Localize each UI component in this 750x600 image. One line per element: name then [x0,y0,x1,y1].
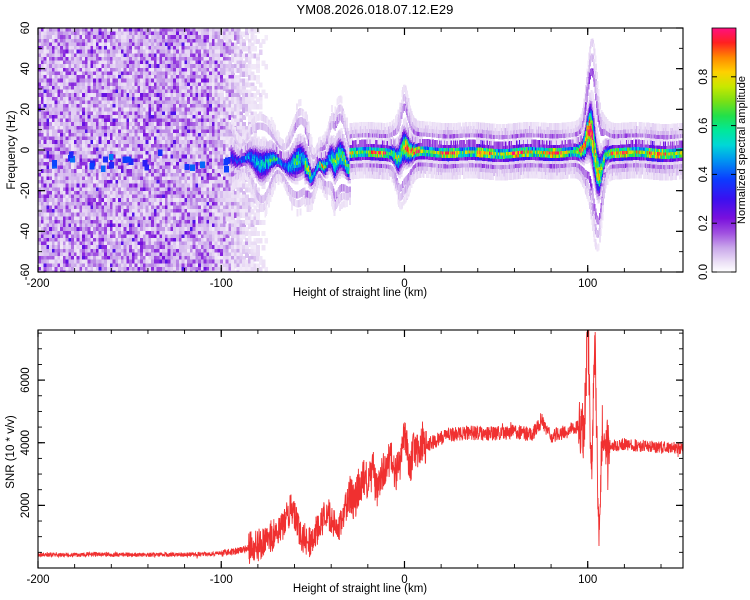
y-tick-label: 60 [20,22,32,35]
colorbar-label: Normalized spectral amplitude [736,76,748,224]
x-tick-label: 0 [401,574,407,586]
x-tick-label: -100 [210,574,233,586]
colorbar-tick-label: 0.2 [698,215,710,231]
x-tick-label: -200 [26,574,49,586]
colorbar-tick-labels: 0.0 0.2 0.4 0.6 0.8 [698,69,710,280]
y-tick-label: -40 [20,223,32,240]
x-tick-label: -100 [210,278,233,290]
snr-x-axis-label: Height of straight line (km) [293,583,427,595]
y-tick-label: -60 [20,264,32,281]
colorbar-tick-label: 0.0 [698,264,710,280]
colorbar-ticks [712,76,736,273]
snr-trace [38,330,683,564]
snr-y-axis-label: SNR (10 * v/v) [5,415,17,489]
x-tick-label: 100 [578,574,597,586]
colorbar: 0.0 0.2 0.4 0.6 0.8 Normalized spectral ampl… [698,27,748,280]
colorbar-tick-label: 0.4 [698,166,710,183]
y-tick-label: 0 [20,147,32,153]
x-tick-label: -200 [26,278,49,290]
colorbar-tick-label: 0.6 [698,118,710,134]
y-tick-label: 2000 [20,493,32,519]
y-tick-label: 6000 [20,367,32,393]
y-tick-label: 4000 [20,430,32,456]
spectrogram-x-axis-label: Height of straight line (km) [293,287,427,299]
spectrogram-image [38,28,683,272]
spectrogram-ticks [37,27,683,273]
colorbar-gradient [712,28,736,272]
y-tick-label: 40 [20,62,32,75]
colorbar-frame [711,27,737,273]
page-title: YM08.2026.018.07.12.E29 [296,2,454,17]
x-tick-label: 0 [401,278,407,290]
snr-axes-frame [37,329,684,569]
snr-panel: -200 -100 0 100 2000 4000 6000 Height of strai… [5,329,684,595]
y-tick-label: -20 [20,182,32,199]
x-tick-label: 100 [578,278,597,290]
snr-plot-area [38,330,683,568]
spectrogram-y-axis-label: Frequency (Hz) [6,110,18,189]
snr-ticks [37,330,683,569]
y-tick-label: 20 [20,103,32,116]
snr-tick-labels: -200 -100 0 100 2000 4000 6000 [20,367,597,586]
colorbar-tick-label: 0.8 [698,69,710,85]
